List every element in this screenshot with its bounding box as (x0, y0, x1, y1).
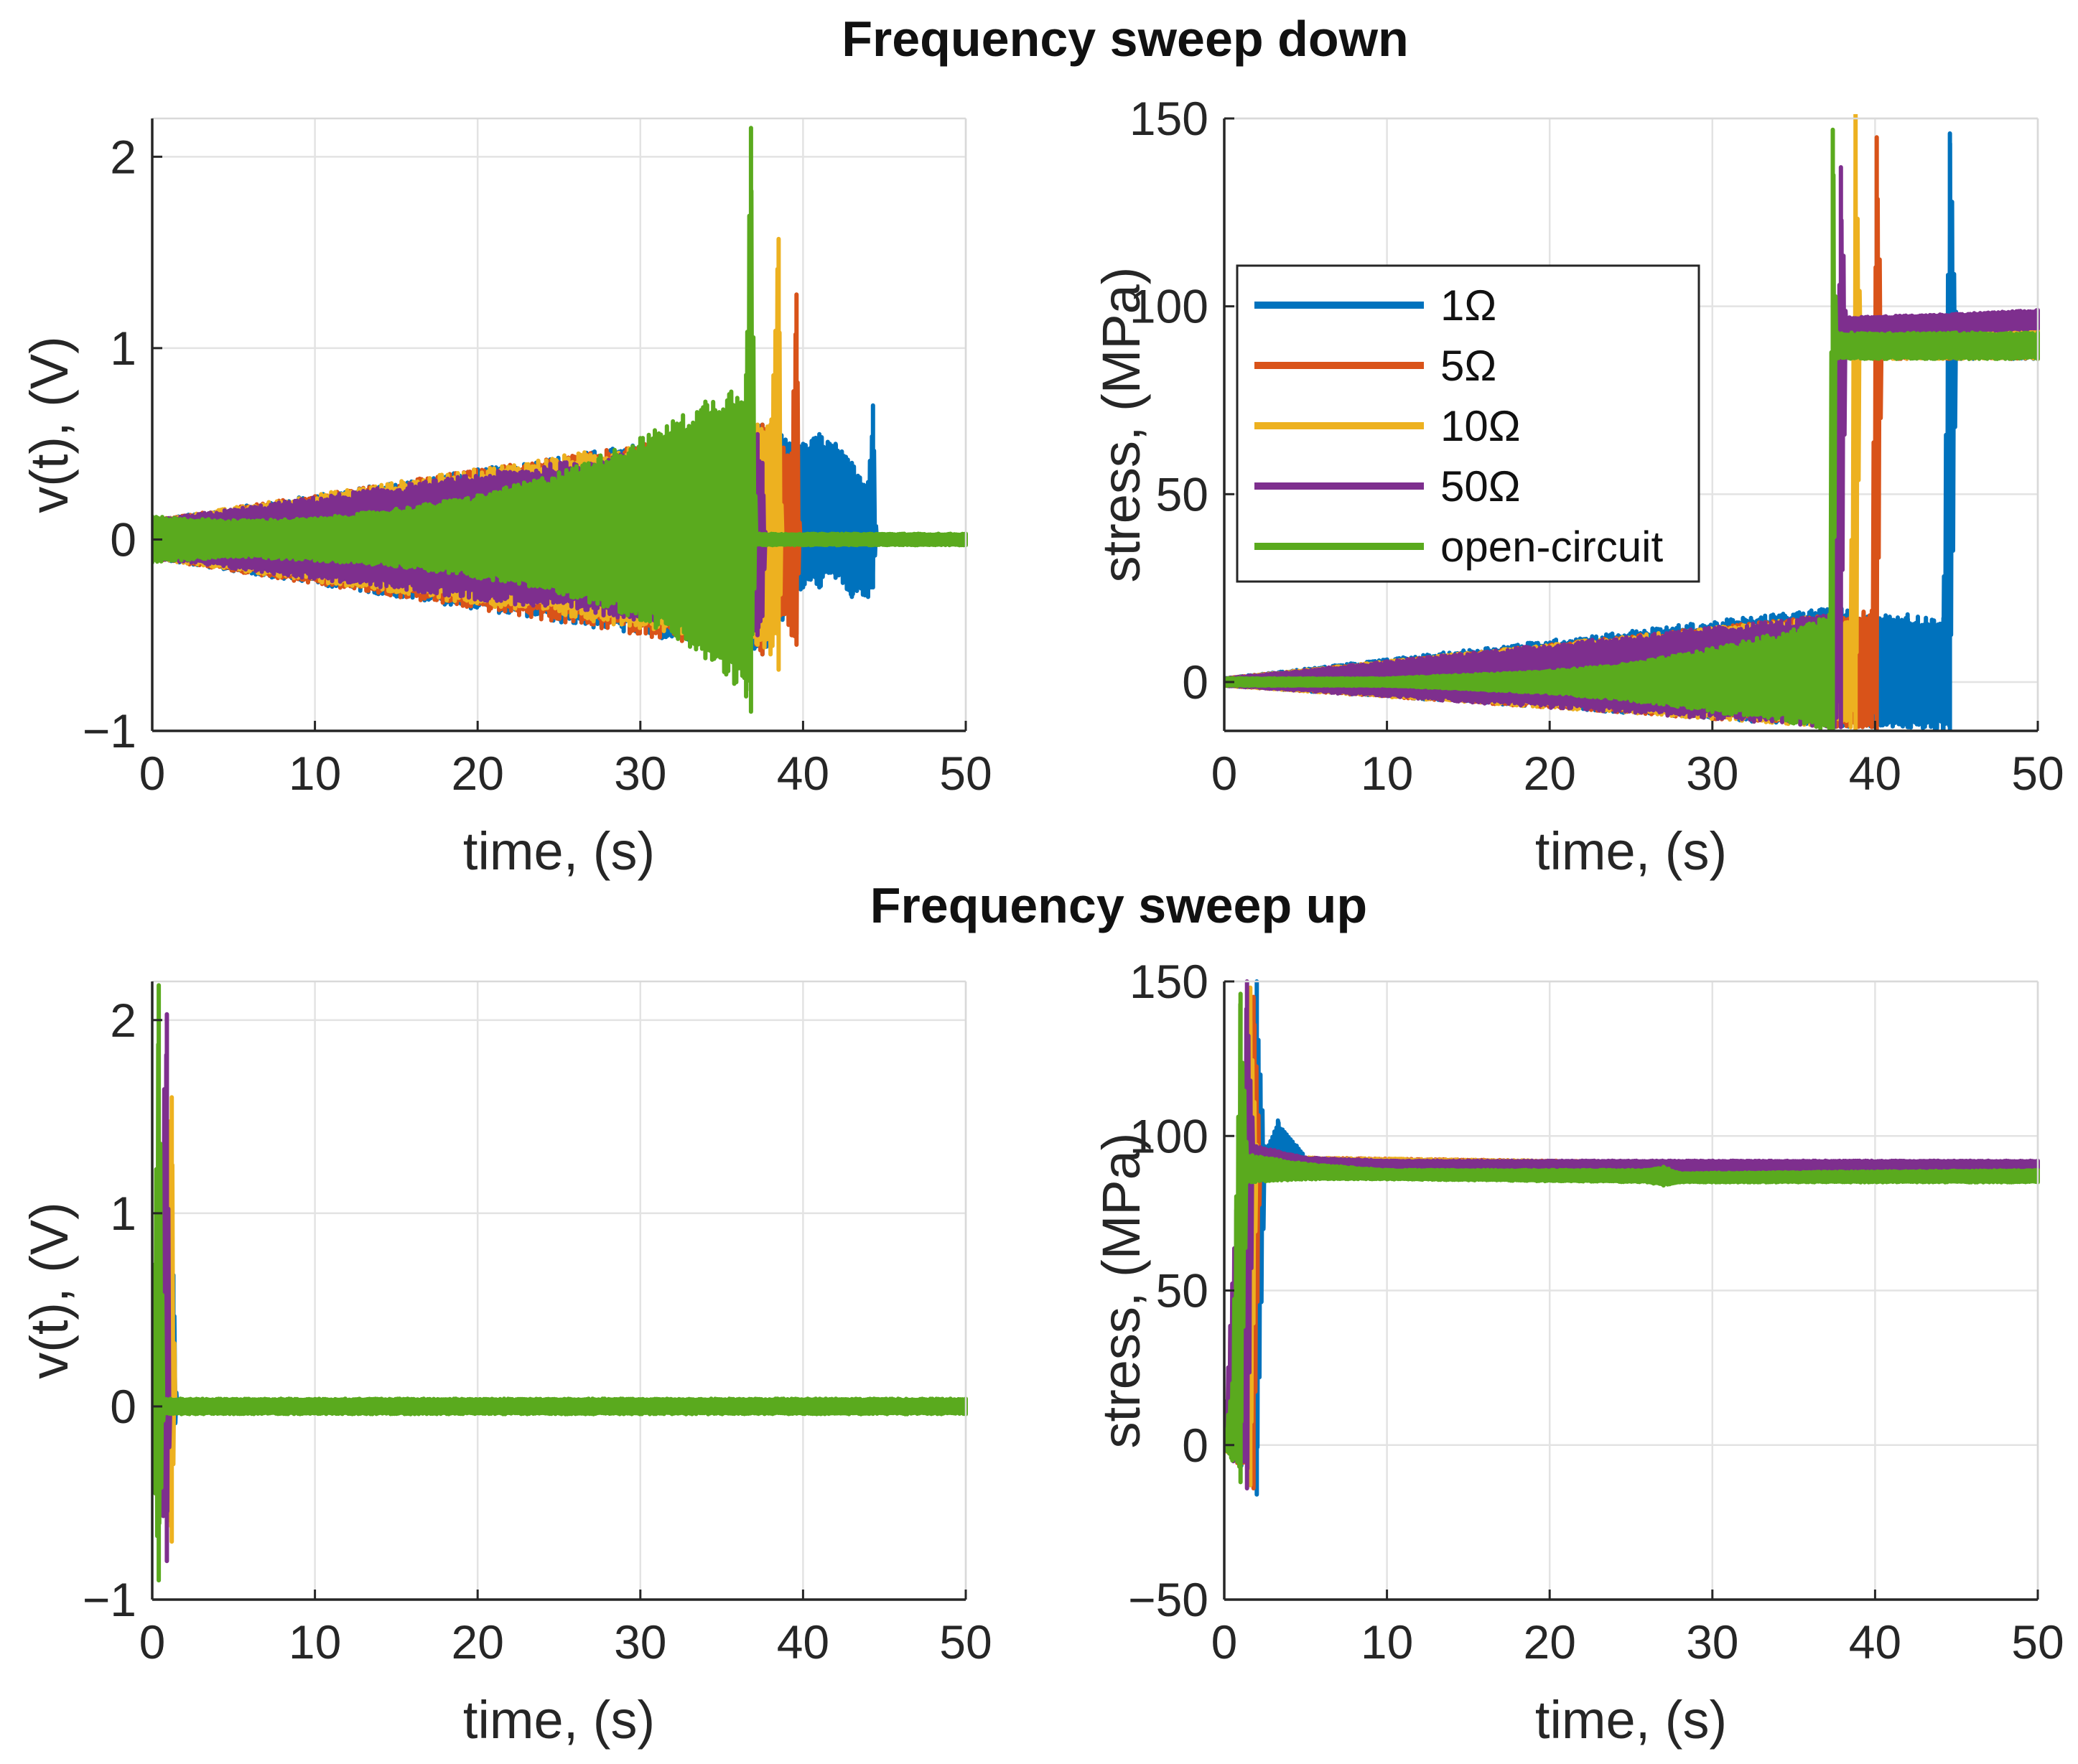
series-group (1224, 979, 2040, 1497)
x-tick-label-5: 50 (2011, 1615, 2064, 1669)
y-tick-label-0: 0 (1182, 655, 1208, 709)
x-tick-label-0: 0 (1211, 1615, 1238, 1669)
x-tick-label-4: 40 (777, 747, 829, 800)
x-axis-label: time, (s) (1535, 1690, 1727, 1750)
x-tick-label-3: 30 (614, 1615, 666, 1669)
x-tick-label-3: 30 (1686, 1615, 1738, 1669)
y-tick-label-0: −1 (83, 1573, 136, 1626)
x-tick-label-1: 10 (1361, 1615, 1413, 1669)
y-tick-label-1: 0 (110, 513, 136, 566)
x-tick-label-2: 20 (1523, 747, 1575, 800)
legend-label-2: 10Ω (1440, 402, 1521, 450)
y-tick-label-3: 150 (1129, 92, 1208, 145)
x-tick-label-0: 0 (139, 1615, 166, 1669)
x-axis-label: time, (s) (1535, 821, 1727, 881)
x-axis-label: time, (s) (463, 1690, 655, 1750)
series-group (152, 983, 968, 1583)
section-title-sweep-down: Frequency sweep down (842, 11, 1409, 67)
y-tick-label-2: 100 (1129, 280, 1208, 333)
x-tick-label-5: 50 (2011, 747, 2064, 800)
x-tick-label-0: 0 (1211, 747, 1238, 800)
plot-area (152, 981, 966, 1600)
series-line-open-circuit (152, 983, 968, 1583)
x-tick-label-2: 20 (451, 1615, 503, 1669)
x-tick-label-3: 30 (1686, 747, 1738, 800)
chart-sweep-down-stress: 0 10 20 30 40 50 0 50 100 150 time, (s) stress, (MP… (1091, 92, 2064, 881)
legend-label-4: open-circuit (1440, 523, 1663, 571)
x-tick-label-4: 40 (1849, 1615, 1901, 1669)
y-axis-label: v(t), (V) (19, 336, 79, 513)
x-tick-label-2: 20 (1523, 1615, 1575, 1669)
y-tick-label-3: 100 (1129, 1109, 1208, 1162)
y-tick-label-2: 50 (1156, 1264, 1208, 1317)
y-tick-label-0: −1 (83, 704, 136, 757)
y-tick-label-1: 0 (110, 1380, 136, 1433)
legend: 1Ω 5Ω 10Ω 50Ω open-circuit (1236, 264, 1700, 583)
x-tick-label-0: 0 (139, 747, 166, 800)
y-tick-label-4: 150 (1129, 955, 1208, 1008)
series-line-open-circuit (152, 126, 968, 714)
y-tick-label-1: 0 (1182, 1419, 1208, 1472)
section-title-sweep-up: Frequency sweep up (870, 877, 1367, 933)
y-axis-label: v(t), (V) (19, 1202, 79, 1379)
x-tick-label-1: 10 (1361, 747, 1413, 800)
x-tick-label-5: 50 (939, 747, 992, 800)
y-tick-label-3: 2 (110, 130, 136, 183)
legend-label-0: 1Ω (1440, 281, 1496, 330)
x-tick-label-4: 40 (777, 1615, 829, 1669)
legend-label-1: 5Ω (1440, 342, 1496, 390)
y-tick-label-3: 2 (110, 994, 136, 1047)
y-axis-label: stress, (MPa) (1091, 1133, 1151, 1449)
x-tick-label-1: 10 (289, 1615, 341, 1669)
series-line-open-circuit (1224, 127, 2040, 731)
x-tick-label-1: 10 (289, 747, 341, 800)
plot-area (152, 118, 966, 731)
y-tick-label-2: 1 (110, 1187, 136, 1240)
series-group (1224, 114, 2040, 731)
x-tick-label-4: 40 (1849, 747, 1901, 800)
x-axis-label: time, (s) (463, 821, 655, 881)
x-tick-label-5: 50 (939, 1615, 992, 1669)
x-tick-label-2: 20 (451, 747, 503, 800)
y-tick-label-2: 1 (110, 322, 136, 375)
y-tick-label-1: 50 (1156, 467, 1208, 521)
y-tick-label-0: −50 (1128, 1573, 1208, 1626)
series-line-open-circuit (1224, 991, 2040, 1485)
y-axis-label: stress, (MPa) (1091, 267, 1151, 583)
series-group (152, 126, 968, 714)
legend-label-3: 50Ω (1440, 462, 1521, 510)
x-tick-label-3: 30 (614, 747, 666, 800)
